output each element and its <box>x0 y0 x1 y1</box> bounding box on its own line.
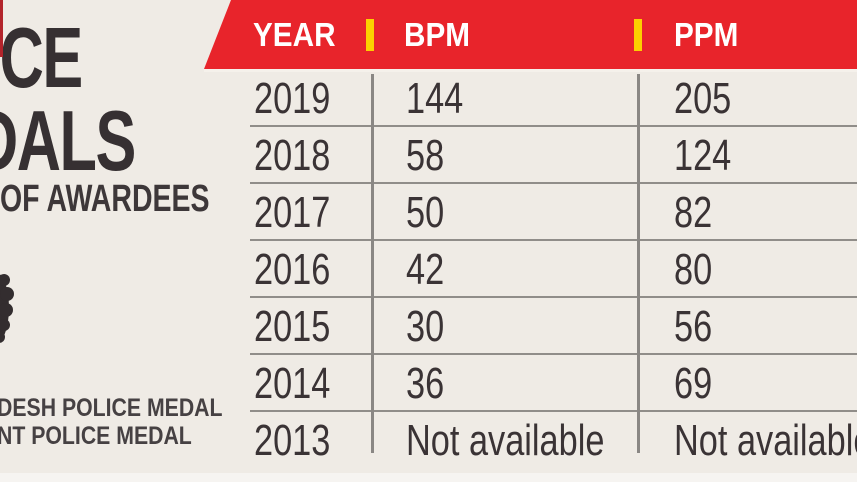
year-cell: 2014 <box>254 359 331 408</box>
ppm-cell: 124 <box>674 131 732 180</box>
bpm-cell: 36 <box>406 359 445 408</box>
row-divider <box>250 353 857 355</box>
title-fragment-line1: ICE <box>0 11 83 106</box>
row-divider <box>250 239 857 241</box>
table-row: 2016 42 80 <box>0 241 857 298</box>
bpm-cell: 42 <box>406 245 445 294</box>
police-emblem-icon <box>0 266 17 355</box>
header-separator-icon <box>634 19 642 51</box>
year-cell: 2019 <box>254 74 331 123</box>
column-header-bpm: BPM <box>404 16 471 53</box>
year-cell: 2015 <box>254 302 331 351</box>
title-fragment-line2: DALS <box>0 94 136 189</box>
title-subtitle: OF AWARDEES <box>0 178 210 220</box>
bottom-edge-strip <box>0 473 857 482</box>
table-row: 2015 30 56 <box>0 298 857 355</box>
row-divider <box>250 296 857 298</box>
medals-table: 2019 144 205 2018 58 124 2017 50 82 2016… <box>0 70 857 469</box>
bpm-cell: 144 <box>406 74 464 123</box>
banner-bottom-edge <box>204 69 857 72</box>
year-cell: 2013 <box>254 416 331 465</box>
table-row: 2014 36 69 <box>0 355 857 412</box>
bpm-cell: Not available <box>406 416 605 465</box>
red-ribbon-fragment <box>0 0 3 57</box>
column-header-year: YEAR <box>253 16 336 53</box>
year-cell: 2017 <box>254 188 331 237</box>
column-header-ppm: PPM <box>674 16 739 53</box>
header-separator-icon <box>366 19 374 51</box>
year-cell: 2018 <box>254 131 331 180</box>
bpm-cell: 50 <box>406 188 445 237</box>
ppm-cell: 56 <box>674 302 713 351</box>
table-row: 2013 Not available Not available <box>0 412 857 469</box>
footnote-bpm-definition: DESH POLICE MEDAL <box>0 394 223 422</box>
footnote-ppm-definition: NT POLICE MEDAL <box>0 422 192 450</box>
table-header-banner: YEAR BPM PPM <box>204 0 857 69</box>
ppm-cell: 69 <box>674 359 713 408</box>
year-cell: 2016 <box>254 245 331 294</box>
row-divider <box>250 182 857 184</box>
row-divider <box>250 410 857 412</box>
bpm-cell: 30 <box>406 302 445 351</box>
table-row: 2019 144 205 <box>0 70 857 127</box>
ppm-cell: 82 <box>674 188 713 237</box>
column-divider <box>637 74 640 453</box>
column-divider <box>371 74 374 453</box>
row-divider <box>250 125 857 127</box>
bpm-cell: 58 <box>406 131 445 180</box>
table-row: 2018 58 124 <box>0 127 857 184</box>
table-row: 2017 50 82 <box>0 184 857 241</box>
ppm-cell: Not available <box>674 416 857 465</box>
ppm-cell: 80 <box>674 245 713 294</box>
ppm-cell: 205 <box>674 74 732 123</box>
